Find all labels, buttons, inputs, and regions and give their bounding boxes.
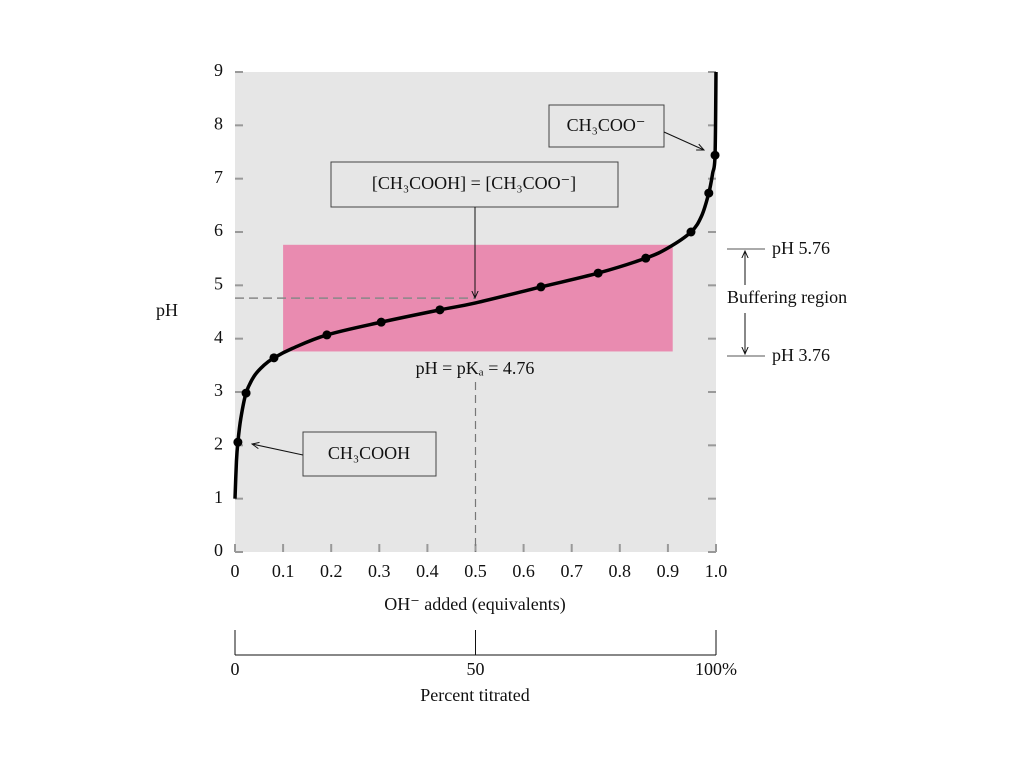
annotation: CH₃COOH xyxy=(328,443,410,463)
data-point xyxy=(322,330,332,340)
annotation-arrow xyxy=(663,131,704,150)
annotation-box xyxy=(302,431,437,477)
y-tick-label: 0 xyxy=(214,540,223,560)
annotation-box xyxy=(548,104,665,148)
annotation-arrow xyxy=(252,444,304,456)
x-tick-label: 0.3 xyxy=(368,561,391,581)
data-point xyxy=(376,317,386,327)
y-axis-label: pH xyxy=(156,300,178,320)
x-tick-label: 0.5 xyxy=(464,561,487,581)
x-tick-label: 0.8 xyxy=(609,561,632,581)
x-tick-label: 0.4 xyxy=(416,561,439,581)
annotation: pH 5.76 xyxy=(772,238,830,258)
y-tick-label: 9 xyxy=(214,60,223,80)
annotation: pH 3.76 xyxy=(772,345,830,365)
annotation: pH = pKₐ = 4.76 xyxy=(416,358,535,378)
y-tick-label: 5 xyxy=(214,273,223,293)
annotation: [CH₃COOH] = [CH₃COO⁻] xyxy=(372,173,576,193)
y-tick-label: 1 xyxy=(214,487,223,507)
data-point xyxy=(704,188,714,198)
y-tick-label: 3 xyxy=(214,380,223,400)
x-tick-label: 0.6 xyxy=(512,561,535,581)
data-point xyxy=(686,227,696,237)
data-point xyxy=(233,437,243,447)
x-tick-label: 0.7 xyxy=(560,561,583,581)
data-point xyxy=(435,305,445,315)
annotation: Buffering region xyxy=(727,287,847,307)
data-point xyxy=(269,353,279,363)
y-tick-label: 6 xyxy=(214,220,223,240)
x2-axis-label: Percent titrated xyxy=(420,685,529,705)
data-point xyxy=(710,150,720,160)
x-tick-label: 1.0 xyxy=(705,561,728,581)
data-point xyxy=(593,268,603,278)
y-tick-label: 7 xyxy=(214,167,223,187)
y-tick-label: 4 xyxy=(214,327,223,347)
annotation-box xyxy=(330,161,619,208)
x2-tick-label: 100% xyxy=(695,659,737,679)
x2-tick-label: 0 xyxy=(231,659,240,679)
x-tick-label: 0.9 xyxy=(657,561,680,581)
annotation: CH₃COO⁻ xyxy=(567,115,646,135)
y-tick-label: 8 xyxy=(214,113,223,133)
data-point xyxy=(241,388,251,398)
data-point xyxy=(641,253,651,263)
x-axis-label: OH⁻ added (equivalents) xyxy=(384,594,565,615)
x2-tick-label: 50 xyxy=(467,659,485,679)
x-tick-label: 0.1 xyxy=(272,561,295,581)
y-tick-label: 2 xyxy=(214,433,223,453)
x-tick-label: 0.2 xyxy=(320,561,343,581)
data-point xyxy=(536,282,546,292)
x-tick-label: 0 xyxy=(231,561,240,581)
